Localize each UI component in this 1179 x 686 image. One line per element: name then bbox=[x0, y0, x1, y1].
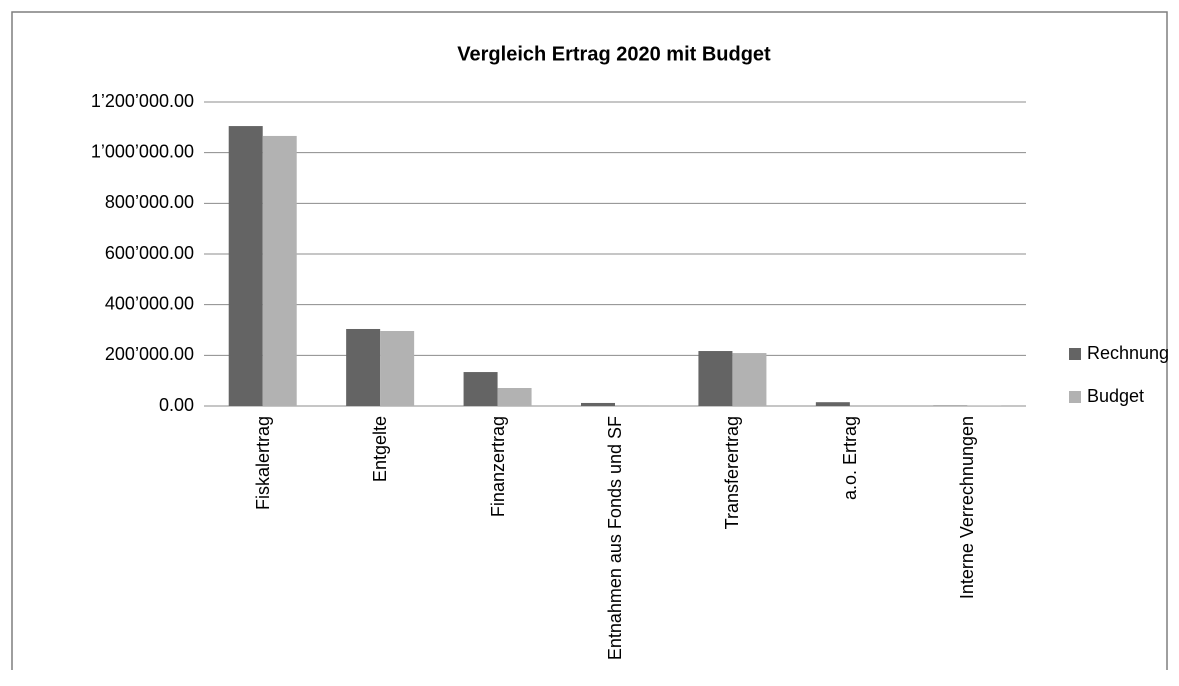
legend-label: Rechnung bbox=[1087, 343, 1169, 363]
x-tick-label: a.o. Ertrag bbox=[820, 416, 880, 686]
bar bbox=[615, 405, 649, 406]
bar bbox=[346, 329, 380, 406]
bar bbox=[698, 351, 732, 406]
y-tick-label: 1’000’000.00 bbox=[91, 141, 194, 161]
y-tick-label: 600’000.00 bbox=[105, 243, 194, 263]
x-tick-label: Finanzertrag bbox=[468, 416, 528, 686]
x-tick-label: Transferertrag bbox=[702, 416, 762, 686]
x-tick-label: Entgelte bbox=[350, 416, 410, 686]
bar bbox=[498, 388, 532, 406]
y-tick-label: 1’200’000.00 bbox=[91, 91, 194, 111]
bar bbox=[229, 126, 263, 406]
bar bbox=[464, 372, 498, 406]
bar bbox=[581, 403, 615, 406]
chart-frame: Vergleich Ertrag 2020 mit Budget 0.00 200… bbox=[0, 0, 1179, 670]
y-tick-label: 400’000.00 bbox=[105, 293, 194, 313]
x-tick-label: Fiskalertrag bbox=[233, 416, 293, 686]
x-tick-label: Interne Verrechnungen bbox=[937, 416, 997, 686]
bar bbox=[732, 353, 766, 406]
chart-title: Vergleich Ertrag 2020 mit Budget bbox=[457, 43, 771, 65]
y-tick-label: 0.00 bbox=[159, 395, 194, 415]
bar bbox=[933, 405, 967, 406]
bar bbox=[380, 331, 414, 406]
legend-swatch bbox=[1069, 391, 1081, 403]
legend-swatch bbox=[1069, 348, 1081, 360]
legend-label: Budget bbox=[1087, 386, 1144, 406]
y-tick-label: 800’000.00 bbox=[105, 192, 194, 212]
bar bbox=[263, 136, 297, 406]
bar bbox=[816, 402, 850, 406]
x-tick-label: Entnahmen aus Fonds und SF bbox=[585, 416, 645, 686]
y-tick-label: 200’000.00 bbox=[105, 344, 194, 364]
